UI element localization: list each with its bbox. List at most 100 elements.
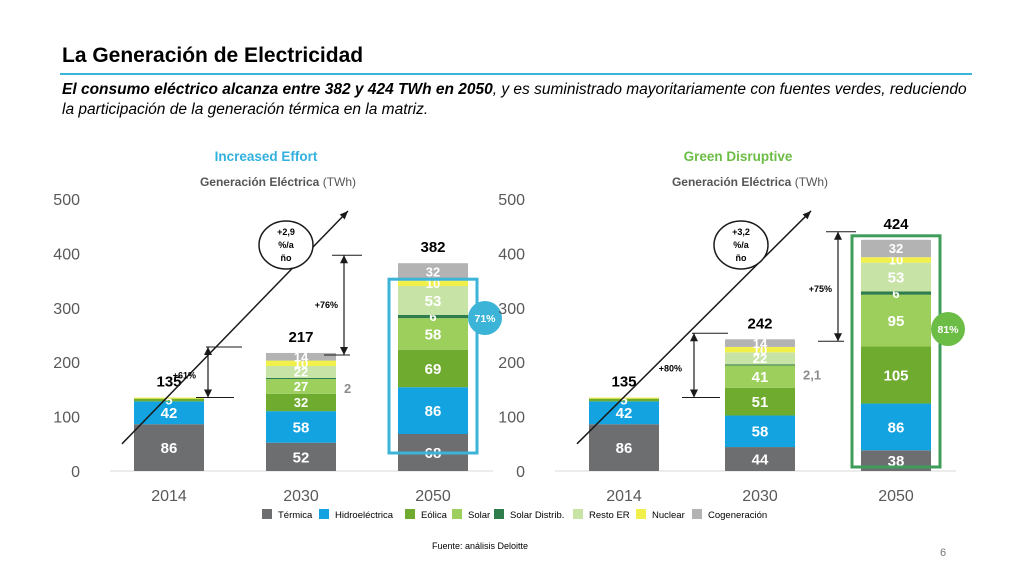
chart2-data-label: 86	[888, 419, 905, 436]
chart1-bar-segment-e-lica	[398, 349, 468, 388]
chart1-data-label: 52	[293, 449, 310, 466]
chart2-delta1-head-bottom	[690, 389, 698, 398]
title-rule	[60, 73, 972, 75]
chart2-highlight-box	[850, 234, 942, 469]
legend-label-solar: Solar	[468, 510, 490, 521]
chart2-growth-badge-text: ño	[736, 253, 747, 263]
chart1-bar-segment-solar	[266, 379, 336, 394]
chart2-bar-segment-resto-er	[861, 262, 931, 292]
chart2-solar-distrib-side-label: 2,1	[803, 367, 821, 382]
chart2-data-label: 95	[888, 313, 905, 330]
chart2-chart-subtitle: Generación Eléctrica (TWh)	[672, 175, 828, 189]
page-title: La Generación de Electricidad	[62, 44, 364, 67]
legend-swatch-solar-distrib-	[494, 509, 504, 519]
chart2-bar-segment-e-lica	[861, 346, 931, 404]
chart1-data-label: 86	[425, 403, 442, 420]
chart1-highlight-box	[387, 277, 479, 455]
legend-label-nuclear: Nuclear	[652, 510, 685, 521]
chart2-share-label: 81%	[937, 324, 959, 336]
chart1-bar-segment-nuclear	[134, 397, 204, 399]
chart1-bar-segment-t-rmica	[266, 442, 336, 471]
chart2-bar-segment-nuclear	[861, 257, 931, 263]
chart2-delta2-label: +75%	[809, 284, 832, 294]
chart1-bar-segment-solar-distrib-	[266, 377, 336, 380]
chart1-y-tick-label: 500	[53, 192, 80, 209]
chart2-x-tick-label: 2050	[878, 488, 914, 505]
chart1-bar-segment-e-lica	[134, 398, 204, 402]
chart1-growth-badge-text: ño	[281, 253, 292, 263]
chart2-share-badge	[931, 312, 965, 346]
subtitle-bold: El consumo eléctrico alcanza entre 382 y…	[62, 81, 493, 98]
chart1-y-tick-label: 0	[71, 464, 80, 481]
chart1-chart-subtitle: Generación Eléctrica (TWh)	[200, 175, 356, 189]
legend-label-resto-er: Resto ER	[589, 510, 630, 521]
chart2-bar-segment-hidroel-ctrica	[589, 401, 659, 425]
chart1-bar-segment-e-lica	[266, 393, 336, 412]
chart1-data-label: 32	[426, 265, 440, 280]
subtitle-rest: , y es suministrado mayoritariamente con…	[62, 81, 967, 118]
legend-label-t-rmica: Térmica	[278, 510, 313, 521]
chart2-bar-segment-cogeneraci-n	[861, 239, 931, 258]
chart1-data-label: 27	[294, 379, 308, 394]
chart1-y-tick-label: 300	[53, 301, 80, 318]
chart2-data-label: 14	[753, 336, 768, 351]
chart2-growth-badge-text: +3,2	[732, 227, 750, 237]
chart2-total-label: 135	[611, 374, 636, 391]
chart2-delta1-label: +80%	[659, 363, 682, 373]
chart2-bar-segment-cogeneraci-n	[725, 339, 795, 347]
legend-swatch-t-rmica	[262, 509, 272, 519]
chart1-growth-badge-text: +2,9	[277, 227, 295, 237]
chart1-scenario-title: Increased Effort	[215, 149, 318, 164]
chart2-growth-arrow-head	[802, 210, 811, 220]
chart2-bar-segment-solar-distrib-	[725, 364, 795, 366]
chart2-delta2-head-top	[834, 231, 842, 240]
chart2-data-label: 51	[752, 394, 769, 411]
chart1-y-tick-label: 400	[53, 246, 80, 263]
chart1-growth-badge-text: %/a	[278, 240, 295, 250]
chart1-bar-segment-solar	[398, 318, 468, 350]
chart2-data-label: 58	[752, 424, 769, 441]
chart2-bar-segment-resto-er	[725, 352, 795, 365]
chart2-scenario-title: Green Disruptive	[684, 149, 793, 164]
chart1-solar-distrib-side-label: 2	[344, 381, 351, 396]
chart2-bar-segment-nuclear	[589, 397, 659, 399]
chart2-y-tick-label: 400	[498, 246, 525, 263]
chart2-x-tick-label: 2014	[606, 488, 642, 505]
chart2-bar-segment-hidroel-ctrica	[725, 415, 795, 448]
chart2-y-tick-label: 100	[498, 410, 525, 427]
legend-label-hidroel-ctrica: Hidroeléctrica	[335, 510, 394, 521]
chart1-data-label: 22	[294, 365, 308, 380]
page-number: 6	[940, 547, 947, 559]
chart2-data-label: 105	[883, 367, 908, 384]
chart1-delta1-head-bottom	[204, 389, 212, 398]
chart1-x-tick-label: 2014	[151, 488, 187, 505]
chart2-data-label: 53	[888, 269, 905, 286]
chart1-delta1-label: +61%	[173, 370, 196, 380]
chart1-data-label: 53	[425, 293, 442, 310]
legend-swatch-e-lica	[405, 509, 415, 519]
chart1-bar-segment-t-rmica	[134, 424, 204, 471]
chart2-data-label: 22	[753, 351, 767, 366]
chart2-bar-segment-t-rmica	[589, 424, 659, 471]
chart1-data-label: 5	[165, 393, 172, 408]
chart1-delta2-label: +76%	[315, 300, 338, 310]
chart2-y-tick-label: 300	[498, 301, 525, 318]
legend-label-e-lica: Eólica	[421, 510, 448, 521]
chart1-delta2-head-top	[340, 255, 348, 264]
chart2-data-label: 41	[752, 369, 769, 386]
source-footer: Fuente: análisis Deloitte	[432, 541, 529, 551]
chart2-bar-segment-e-lica	[589, 398, 659, 402]
chart1-bar-segment-resto-er	[266, 366, 336, 378]
chart2-data-label: 42	[616, 405, 633, 422]
chart1-bar-segment-resto-er	[398, 286, 468, 315]
chart2-bar-segment-hidroel-ctrica	[861, 403, 931, 451]
chart2-data-label: 86	[616, 440, 633, 457]
chart1-y-tick-label: 100	[53, 410, 80, 427]
chart1-share-label: 71%	[474, 313, 496, 325]
chart1-total-label: 135	[156, 374, 181, 391]
chart2-bar-segment-t-rmica	[725, 447, 795, 471]
chart2-y-tick-label: 500	[498, 192, 525, 209]
chart1-data-label: 58	[425, 326, 442, 343]
chart1-total-label: 217	[288, 329, 313, 346]
